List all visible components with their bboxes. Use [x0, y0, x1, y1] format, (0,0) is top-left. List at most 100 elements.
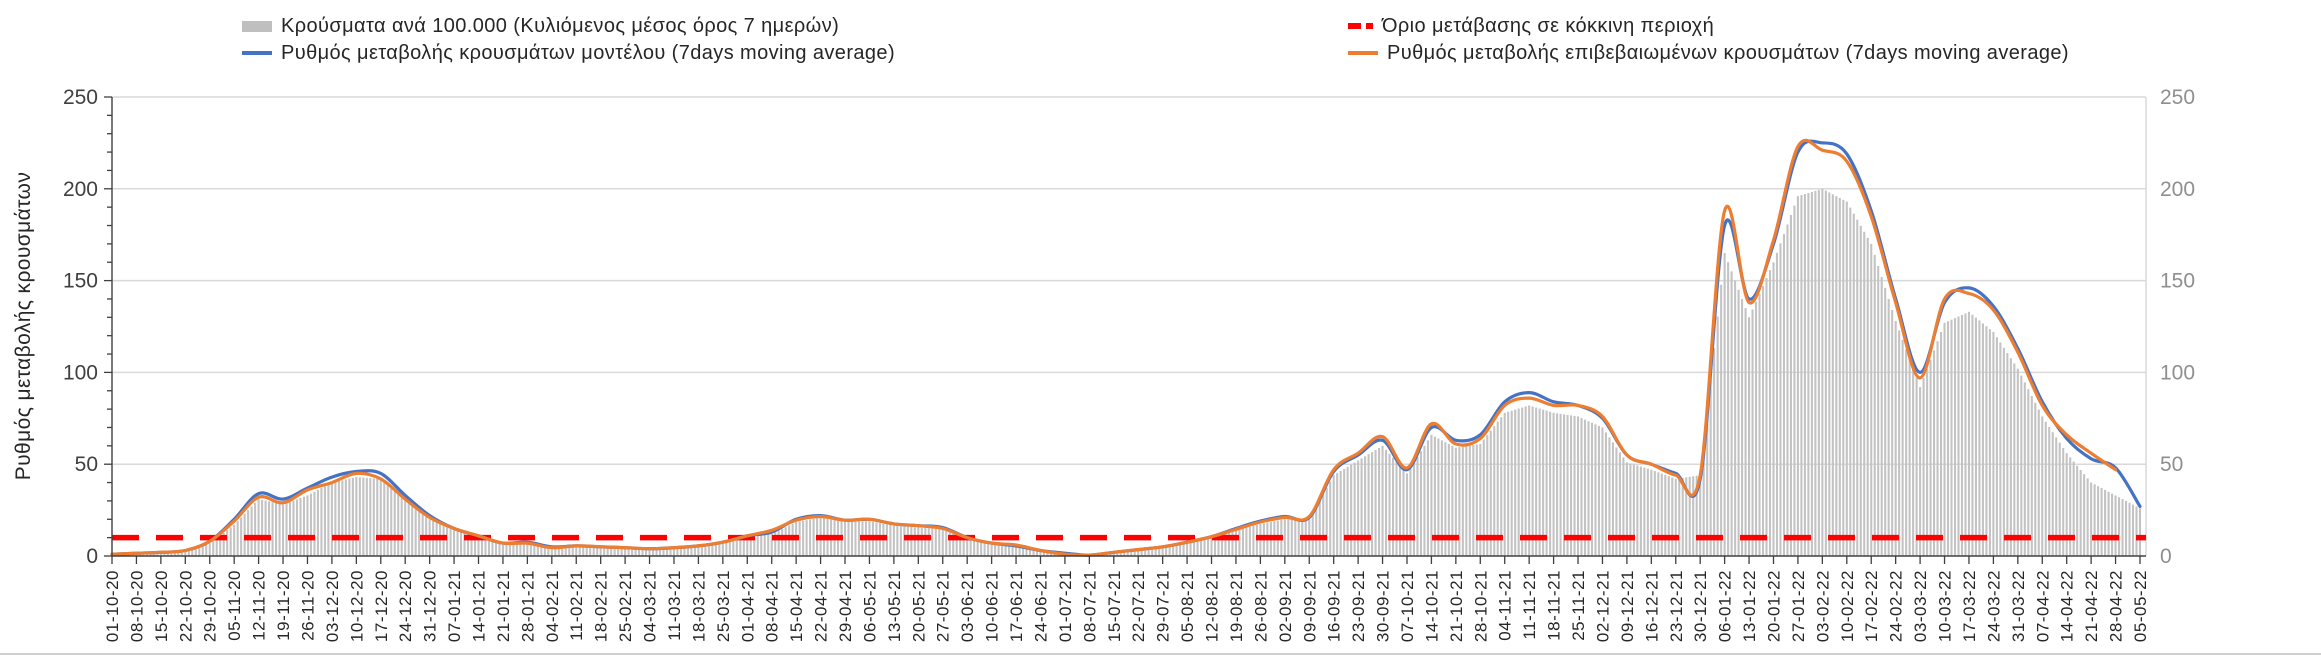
- bar: [711, 544, 714, 556]
- x-axis-date-label: 19-08-21: [1227, 570, 1246, 642]
- bar: [686, 547, 689, 556]
- bar: [278, 503, 281, 556]
- bar: [1646, 468, 1649, 556]
- bar: [843, 522, 847, 556]
- confirmed-line: [110, 138, 2118, 557]
- bar: [1671, 477, 1674, 556]
- bar: [1796, 196, 1799, 556]
- x-axis-date-label: 20-01-22: [1765, 570, 1784, 642]
- bar: [1789, 215, 1792, 556]
- bar: [931, 528, 934, 556]
- bar: [2002, 347, 2005, 556]
- x-axis-date-label: 05-08-21: [1178, 570, 1197, 642]
- bar: [1297, 519, 1300, 556]
- bar: [1507, 411, 1510, 556]
- x-axis-date-label: 27-01-22: [1789, 570, 1808, 642]
- y-tick-label-right: 150: [2160, 270, 2195, 293]
- bar: [1615, 447, 1618, 556]
- bar: [1430, 434, 1433, 556]
- x-axis-date-label: 09-09-21: [1300, 570, 1319, 642]
- y-tick-label-right: 0: [2160, 545, 2172, 568]
- x-axis-date-label: 20-05-21: [909, 570, 928, 642]
- bar: [1500, 417, 1503, 556]
- bar: [456, 531, 459, 556]
- bar: [1814, 190, 1817, 556]
- bar: [1360, 458, 1363, 556]
- bar: [393, 491, 396, 556]
- bar: [620, 548, 623, 556]
- bar: [243, 513, 246, 556]
- bar: [302, 496, 306, 556]
- y-tick-label-right: 250: [2160, 86, 2195, 109]
- bar: [753, 536, 756, 556]
- bar: [180, 551, 183, 556]
- bar: [1486, 435, 1489, 556]
- bar: [889, 525, 892, 556]
- bar: [1611, 442, 1614, 556]
- x-axis-date-label: 07-01-21: [445, 570, 464, 642]
- bar: [2083, 474, 2086, 556]
- bar: [1985, 326, 1988, 556]
- bar: [1130, 551, 1133, 556]
- bar: [2097, 486, 2100, 556]
- bar: [1493, 426, 1496, 556]
- bar: [760, 535, 763, 556]
- bar: [655, 549, 658, 556]
- bar: [1692, 476, 1695, 556]
- bar: [397, 494, 400, 556]
- bar: [2100, 488, 2103, 556]
- bar: [1643, 467, 1646, 556]
- bar: [707, 545, 710, 556]
- x-axis-date-label: 02-12-21: [1594, 570, 1613, 642]
- bar: [316, 489, 319, 556]
- blue-line-swatch-icon: [242, 51, 272, 55]
- x-axis-date-label: 28-01-21: [518, 570, 537, 642]
- bar: [1409, 467, 1412, 556]
- bar: [1447, 444, 1450, 556]
- x-axis-date-label: 07-04-22: [2033, 570, 2052, 642]
- bar: [606, 548, 609, 556]
- bar: [1751, 309, 1754, 556]
- bar: [341, 480, 344, 556]
- bar: [1158, 548, 1161, 556]
- bar: [543, 547, 546, 556]
- bar: [1590, 422, 1594, 556]
- orange-line-swatch-icon: [1348, 51, 1378, 55]
- bar: [446, 527, 449, 556]
- bar: [1912, 368, 1915, 556]
- bar: [2041, 416, 2044, 556]
- bar: [645, 549, 648, 556]
- bar: [407, 503, 410, 556]
- bar: [718, 543, 721, 556]
- bar: [1119, 552, 1122, 556]
- bar: [1388, 453, 1391, 556]
- bar: [1748, 317, 1751, 556]
- bar: [575, 546, 578, 556]
- bar: [2124, 500, 2128, 556]
- bar: [2128, 502, 2131, 556]
- bar: [1217, 535, 1220, 556]
- bar: [850, 521, 854, 556]
- bar: [442, 525, 445, 556]
- bar: [1015, 546, 1018, 556]
- bar: [1395, 461, 1398, 556]
- bar: [742, 538, 745, 556]
- bar: [1042, 551, 1046, 556]
- bar: [306, 495, 309, 556]
- y-axis-labels-right: 0 50 100 150 200 250: [2160, 86, 2195, 568]
- bar: [732, 540, 735, 556]
- bar: [1702, 443, 1705, 556]
- bar: [330, 482, 333, 556]
- bar: [592, 547, 595, 556]
- bar: [1891, 309, 1894, 556]
- bar: [1960, 314, 1964, 556]
- bar: [1116, 552, 1119, 556]
- bar: [2051, 432, 2054, 556]
- bar: [1838, 197, 1841, 557]
- bar: [854, 521, 857, 556]
- x-axis-date-label: 18-02-21: [592, 570, 611, 642]
- bar: [288, 501, 292, 556]
- bar: [1992, 332, 1995, 556]
- x-axis-date-label: 10-02-22: [1838, 570, 1857, 642]
- x-axis-date-label: 16-12-21: [1642, 570, 1661, 642]
